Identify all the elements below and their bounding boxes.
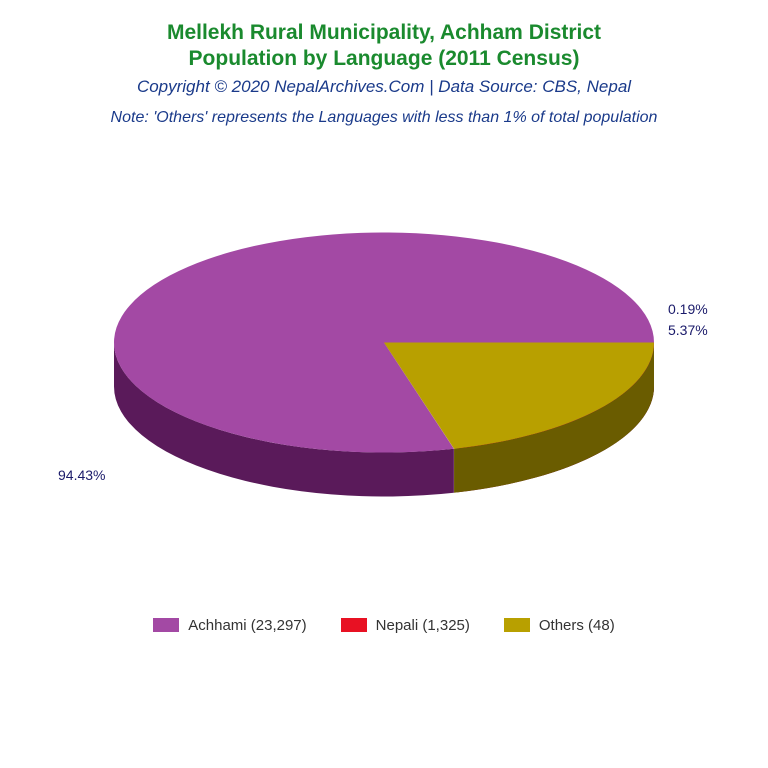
legend-item: Achhami (23,297) <box>153 617 306 634</box>
pie-svg <box>104 222 664 506</box>
pct-label: 5.37% <box>668 322 708 338</box>
legend-label: Achhami (23,297) <box>188 617 306 634</box>
legend-label: Others (48) <box>539 617 615 634</box>
legend-item: Nepali (1,325) <box>341 617 470 634</box>
chart-title-line2: Population by Language (2011 Census) <box>0 46 768 72</box>
legend-swatch <box>341 618 367 632</box>
pie-chart: 94.43% 5.37% 0.19% <box>0 127 768 607</box>
chart-subtitle: Copyright © 2020 NepalArchives.Com | Dat… <box>0 77 768 97</box>
chart-title-line1: Mellekh Rural Municipality, Achham Distr… <box>0 20 768 46</box>
legend-item: Others (48) <box>504 617 615 634</box>
legend-label: Nepali (1,325) <box>376 617 470 634</box>
legend-swatch <box>504 618 530 632</box>
pct-label: 0.19% <box>668 301 708 317</box>
chart-legend: Achhami (23,297) Nepali (1,325) Others (48… <box>0 617 768 634</box>
pct-label: 94.43% <box>58 467 105 483</box>
chart-header: Mellekh Rural Municipality, Achham Distr… <box>0 0 768 127</box>
chart-note: Note: 'Others' represents the Languages … <box>0 109 768 127</box>
legend-swatch <box>153 618 179 632</box>
